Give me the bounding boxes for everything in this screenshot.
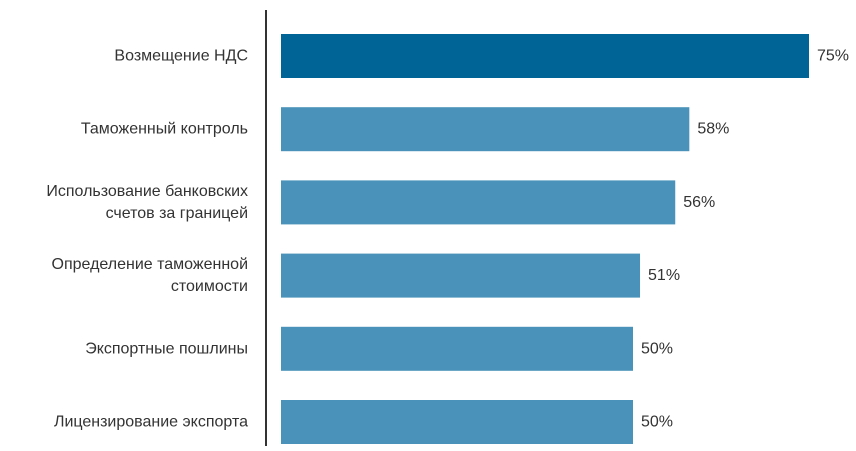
bar-0: [281, 34, 809, 78]
category-label-2-line-0: Использование банковских: [46, 183, 248, 200]
bar-2: [281, 180, 676, 225]
category-label-1: Таможенный контроль: [81, 121, 248, 138]
value-label-1: 58%: [697, 121, 729, 138]
bar-3: [281, 253, 641, 298]
value-label-2: 56%: [683, 194, 715, 211]
category-label-5: Лицензирование экспорта: [54, 414, 248, 431]
category-label-4: Экспортные пошлины: [85, 340, 248, 357]
category-label-3-line-1: стоимости: [171, 278, 248, 295]
value-label-5: 50%: [641, 414, 673, 431]
bar-1: [281, 107, 690, 152]
category-label-3-line-0: Определение таможенной: [52, 256, 248, 273]
bar-4: [281, 326, 633, 371]
value-label-3: 51%: [648, 267, 680, 284]
value-label-4: 50%: [641, 340, 673, 357]
value-label-0: 75%: [817, 48, 849, 65]
category-label-0: Возмещение НДС: [114, 48, 248, 65]
bar-5: [281, 400, 633, 444]
category-label-2-line-1: счетов за границей: [106, 205, 248, 222]
